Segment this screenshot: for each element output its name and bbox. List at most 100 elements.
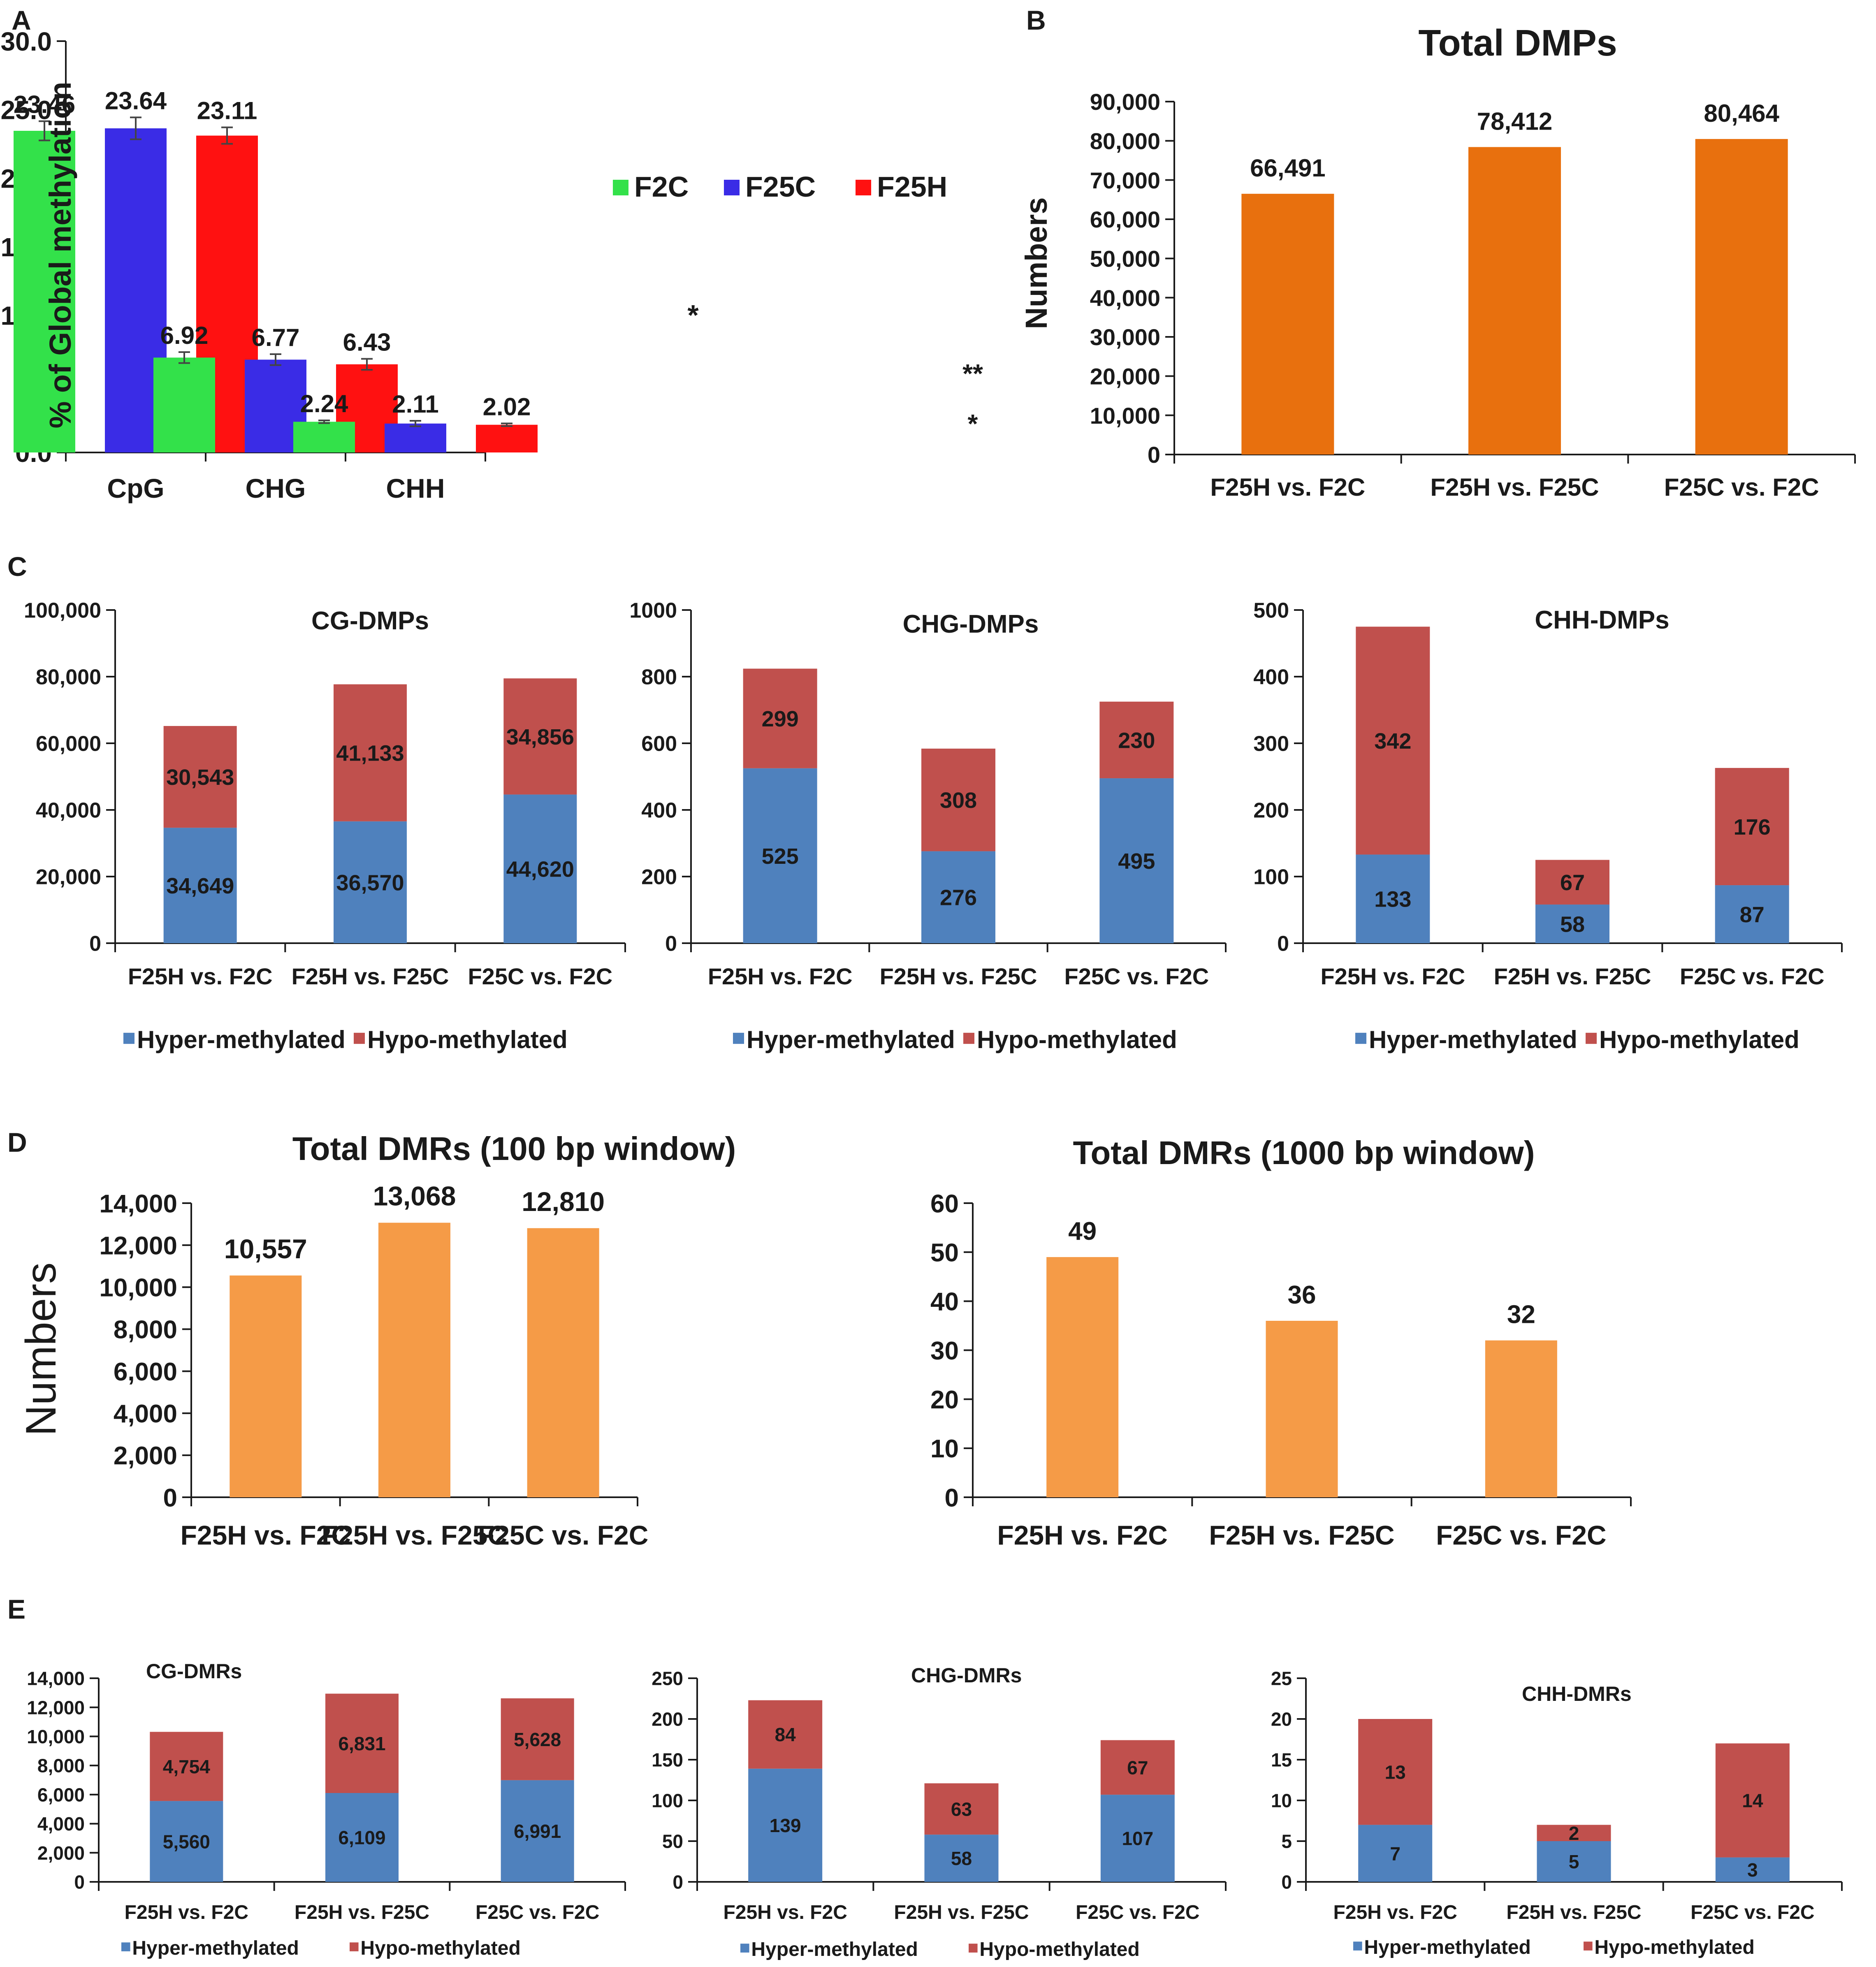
- significance-mark: **: [962, 359, 983, 388]
- legend-C2: Hyper-methylated Hypo-methylated: [733, 1026, 1177, 1053]
- hyper-segment: [1535, 905, 1609, 943]
- y-tick-label: 0: [1148, 442, 1160, 468]
- legend-label-hyper: Hyper-methylated: [132, 1937, 299, 1959]
- legend-label-hypo: Hypo-methylated: [977, 1026, 1177, 1053]
- bar-1: [1266, 1321, 1338, 1497]
- segment-label: 525: [762, 844, 799, 869]
- y-tick-label: 200: [641, 865, 677, 889]
- y-tick-label: 0: [1277, 932, 1289, 956]
- y-axis-label: % of Global methylation: [43, 82, 77, 429]
- data-label: 80,464: [1704, 100, 1779, 127]
- legend-swatch-hypo: [1586, 1032, 1597, 1044]
- stacked-bars-C2: 525 299 F25H vs. F2C 276 308 F25H vs. F25C 495…: [708, 668, 1209, 989]
- y-tick-label: 100,000: [24, 599, 101, 623]
- x-category-label: F25H vs. F25C: [295, 1902, 429, 1923]
- y-tick-label: 25.0: [0, 95, 52, 125]
- y-tick-label: 90,000: [1090, 89, 1160, 115]
- x-category-label: F25H vs. F2C: [997, 1520, 1168, 1550]
- x-category-label: F25C vs. F2C: [1076, 1902, 1199, 1923]
- chart-title: CG-DMPs: [311, 607, 429, 635]
- hyper-segment: [1715, 1857, 1790, 1882]
- x-category-label: CHG: [246, 473, 306, 503]
- bar-f2c-chg: [153, 357, 215, 452]
- y-axis-label: Numbers: [17, 1262, 65, 1436]
- hypo-segment: [150, 1732, 223, 1801]
- chart-title: Total DMRs (100 bp window): [292, 1130, 736, 1167]
- hyper-segment: [1715, 885, 1789, 943]
- bar-1: [378, 1222, 450, 1497]
- y-tick-label: 150: [652, 1749, 683, 1771]
- y-tick-label: 40,000: [36, 799, 101, 823]
- hyper-segment: [1100, 1795, 1175, 1882]
- legend-label-hypo: Hypo-methylated: [1599, 1026, 1799, 1053]
- legend-C1: Hyper-methylated Hypo-methylated: [123, 1026, 568, 1053]
- y-tick-label: 40,000: [1090, 285, 1160, 311]
- chart-title: CHG-DMRs: [911, 1664, 1022, 1687]
- x-category-label: CpG: [107, 473, 164, 503]
- stacked-bars-E2: 139 84 F25H vs. F2C 58 63 F25H vs. F25C 107 67 F…: [723, 1700, 1200, 1923]
- hyper-segment: [1537, 1841, 1611, 1882]
- bars-D1: 10,557 F25H vs. F2C 13,068 F25H vs. F25C 12,…: [181, 1181, 649, 1550]
- hypo-segment: [334, 684, 407, 821]
- y-tick-label: 100: [1253, 865, 1289, 889]
- x-category-label: F25H vs. F2C: [128, 963, 273, 989]
- segment-label: 30,543: [166, 765, 234, 790]
- data-label: 36: [1288, 1281, 1316, 1309]
- data-label: 78,412: [1477, 107, 1553, 135]
- hyper-segment: [334, 821, 407, 943]
- chart-title: CHH-DMRs: [1522, 1682, 1632, 1705]
- panel-label-c: C: [7, 551, 27, 582]
- data-label: 2.24: [300, 390, 348, 418]
- segment-label: 44,620: [506, 857, 574, 882]
- y-tick-label: 70,000: [1090, 167, 1160, 193]
- segment-label: 308: [940, 788, 977, 813]
- legend-label-hyper: Hyper-methylated: [137, 1026, 346, 1053]
- legend-E3: Hyper-methylated Hypo-methylated: [1353, 1937, 1755, 1958]
- segment-label: 133: [1374, 887, 1411, 912]
- y-tick-label: 0: [89, 932, 101, 956]
- y-tick-label: 12,000: [27, 1697, 85, 1718]
- segment-label: 34,856: [506, 725, 574, 749]
- legend-label-hyper: Hyper-methylated: [1369, 1026, 1577, 1053]
- chart-title: CHH-DMPs: [1535, 606, 1669, 634]
- y-tick-label: 60,000: [1090, 206, 1160, 232]
- x-category-label: F25C vs. F2C: [1690, 1902, 1814, 1923]
- bar-f25h-chh: [476, 424, 538, 452]
- stacked-bars-C1: 34,649 30,543 F25H vs. F2C 36,570 41,133 F25H…: [128, 678, 612, 989]
- legend-swatch-f25h: [856, 180, 871, 195]
- y-tick-label: 6,000: [37, 1784, 85, 1805]
- y-tick-label: 10,000: [27, 1726, 85, 1747]
- x-category-label: F25H vs. F25C: [894, 1902, 1029, 1923]
- data-label: 10,557: [224, 1234, 307, 1264]
- bar-0: [230, 1275, 302, 1497]
- axes-B: 0 10,000 20,000 30,000 40,000 50,000 60,000 70,…: [1090, 89, 1856, 468]
- x-category-label: F25H vs. F2C: [1320, 963, 1465, 989]
- legend-swatch-hypo: [969, 1944, 978, 1953]
- bars-D2: 49 F25H vs. F2C 36 F25H vs. F25C 32 F25C vs. …: [997, 1217, 1606, 1550]
- hyper-segment: [501, 1780, 574, 1882]
- legend-swatch-hypo: [350, 1942, 359, 1951]
- axes-E1: 0 2,000 4,000 6,000 8,000 10,000 12,000 14,000: [27, 1668, 626, 1893]
- legend-swatch-hyper: [740, 1944, 749, 1953]
- x-category-label: F25H vs. F2C: [1333, 1902, 1457, 1923]
- data-label: 23.64: [105, 87, 167, 114]
- hypo-segment: [1535, 860, 1609, 905]
- bar-f2c-chh: [293, 422, 355, 452]
- segment-label: 276: [940, 886, 977, 910]
- x-category-label: F25H vs. F2C: [125, 1902, 248, 1923]
- chart-title: Total DMPs: [1418, 23, 1617, 64]
- y-tick-label: 14,000: [27, 1668, 85, 1689]
- segment-label: 342: [1374, 729, 1411, 754]
- data-label: 32: [1507, 1301, 1535, 1329]
- stacked-bars-C3: 133 342 F25H vs. F2C 58 67 F25H vs. F25C 87 176…: [1320, 626, 1825, 989]
- y-tick-label: 80,000: [36, 666, 101, 689]
- segment-label: 63: [951, 1798, 972, 1820]
- data-label: 2.02: [483, 393, 531, 420]
- y-tick-label: 400: [1253, 666, 1289, 689]
- x-category-label: F25H vs. F2C: [723, 1902, 847, 1923]
- x-category-label: F25H vs. F25C: [880, 963, 1037, 989]
- legend-label-hyper: Hyper-methylated: [751, 1939, 918, 1960]
- segment-label: 58: [951, 1848, 972, 1869]
- legend-label-f25h: F25H: [877, 171, 947, 203]
- x-category-label: F25H vs. F2C: [181, 1520, 351, 1550]
